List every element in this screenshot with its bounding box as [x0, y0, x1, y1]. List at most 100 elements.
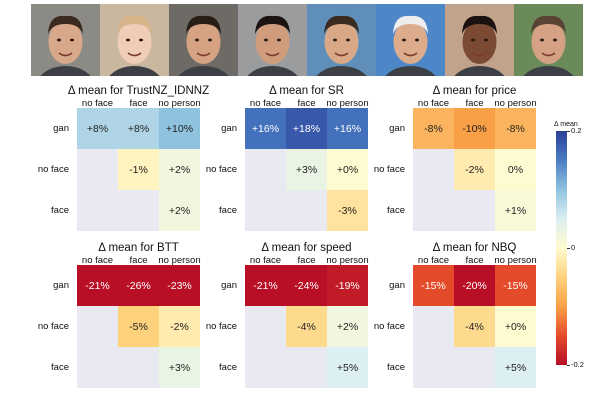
column-header: no face	[417, 255, 450, 266]
column-header: no person	[494, 98, 537, 109]
colorbar-tick-label: 0.2	[571, 126, 582, 135]
heatmap-cell: +0%	[327, 149, 368, 190]
face-photo	[514, 4, 583, 76]
heatmap-cell: -8%	[495, 108, 536, 149]
heatmap-cell: +3%	[286, 149, 327, 190]
heatmap-cell-empty	[245, 190, 286, 231]
heatmap-cell: -2%	[159, 306, 200, 347]
heatmap-cell-empty	[286, 347, 327, 388]
column-header: no person	[326, 98, 369, 109]
colorbar-tick-label: -0.2	[571, 360, 584, 369]
heatmap-cell: -5%	[118, 306, 159, 347]
heatmap-cell: -1%	[118, 149, 159, 190]
row-label: gan	[389, 122, 405, 134]
heatmap-cell-empty	[454, 190, 495, 231]
heatmap-cell: +1%	[495, 190, 536, 231]
heatmap-cell-empty	[245, 347, 286, 388]
heatmap-cell-empty	[77, 149, 118, 190]
heatmap-cell: -21%	[245, 265, 286, 306]
row-label: gan	[53, 279, 69, 291]
face-photo	[100, 4, 169, 76]
heatmap-cell-empty	[413, 306, 454, 347]
colorbar-tick-label: 0	[571, 243, 576, 252]
heatmap-cell: +5%	[495, 347, 536, 388]
row-label: gan	[221, 279, 237, 291]
panel-title: Δ mean for SR	[269, 85, 344, 97]
column-header: no face	[249, 98, 282, 109]
face-photo	[445, 4, 514, 76]
heatmap-cell-empty	[77, 190, 118, 231]
row-label: no face	[373, 320, 405, 332]
heatmap-cell-empty	[118, 190, 159, 231]
column-header: face	[129, 98, 148, 109]
heatmap-cell-empty	[413, 190, 454, 231]
column-header: face	[297, 98, 316, 109]
column-header: no person	[158, 255, 201, 266]
row-label: gan	[221, 122, 237, 134]
heatmap-cell: +2%	[159, 190, 200, 231]
heatmap-cell: -10%	[454, 108, 495, 149]
heatmap-cell: +8%	[118, 108, 159, 149]
heatmap-cell: -21%	[77, 265, 118, 306]
heatmap-cell: +18%	[286, 108, 327, 149]
heatmap-cell: +8%	[77, 108, 118, 149]
heatmap-cell: -15%	[495, 265, 536, 306]
column-header: face	[297, 255, 316, 266]
heatmap-cell: -20%	[454, 265, 495, 306]
heatmap-cell: +0%	[495, 306, 536, 347]
face-photo	[376, 4, 445, 76]
column-header: face	[129, 255, 148, 266]
heatmap-cell: +16%	[327, 108, 368, 149]
heatmap-cell: +2%	[159, 149, 200, 190]
face-photo	[238, 4, 307, 76]
face-photo	[31, 4, 100, 76]
heatmap-cell-empty	[454, 347, 495, 388]
heatmap-cell: +5%	[327, 347, 368, 388]
row-label: gan	[53, 122, 69, 134]
panel-title: Δ mean for NBQ	[432, 242, 517, 254]
column-header: no person	[326, 255, 369, 266]
column-header: face	[465, 98, 484, 109]
row-label: no face	[37, 320, 69, 332]
heatmap-cell: +3%	[159, 347, 200, 388]
row-label: no face	[205, 163, 237, 175]
column-header: no person	[158, 98, 201, 109]
column-header: face	[465, 255, 484, 266]
heatmap-cell-empty	[413, 149, 454, 190]
heatmap-cell: -24%	[286, 265, 327, 306]
row-label: face	[51, 204, 69, 216]
heatmap-cell: +10%	[159, 108, 200, 149]
heatmap-cell: +16%	[245, 108, 286, 149]
panel-title: Δ mean for TrustNZ_IDNNZ	[67, 85, 210, 97]
face-photo-strip	[31, 4, 583, 76]
heatmap-cell: -15%	[413, 265, 454, 306]
row-label: no face	[37, 163, 69, 175]
heatmap-cell-empty	[413, 347, 454, 388]
column-header: no face	[249, 255, 282, 266]
column-header: no face	[417, 98, 450, 109]
row-label: no face	[205, 320, 237, 332]
colorbar-tick-mark	[567, 248, 570, 249]
row-label: face	[387, 361, 405, 373]
column-header: no face	[81, 255, 114, 266]
heatmap-cell: -4%	[454, 306, 495, 347]
heatmap-cell: -2%	[454, 149, 495, 190]
heatmap-cell-empty	[245, 306, 286, 347]
heatmap-cell-empty	[77, 306, 118, 347]
heatmap-cell: -19%	[327, 265, 368, 306]
colorbar-tick-mark	[567, 131, 570, 132]
heatmap-cell: -26%	[118, 265, 159, 306]
colorbar-title: Δ mean	[554, 121, 578, 128]
heatmap-cell-empty	[245, 149, 286, 190]
panel-title: Δ mean for BTT	[98, 242, 179, 254]
heatmap-cell-empty	[77, 347, 118, 388]
face-photo	[307, 4, 376, 76]
face-photo	[169, 4, 238, 76]
heatmap-cell: -23%	[159, 265, 200, 306]
row-label: face	[219, 204, 237, 216]
heatmap-cell: 0%	[495, 149, 536, 190]
colorbar-tick-mark	[567, 365, 570, 366]
row-label: gan	[389, 279, 405, 291]
panel-title: Δ mean for speed	[261, 242, 352, 254]
heatmap-cell: -8%	[413, 108, 454, 149]
